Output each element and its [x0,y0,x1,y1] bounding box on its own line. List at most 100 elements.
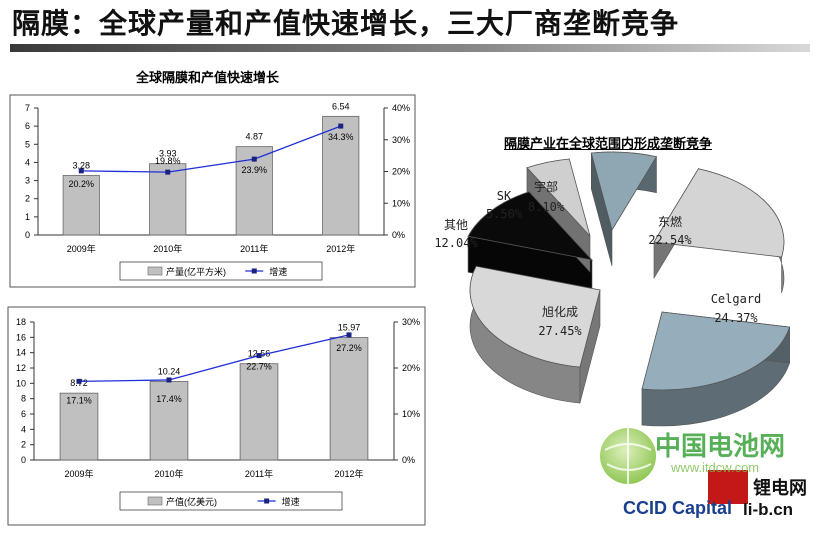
chart1-y2tick-label: 0% [392,230,405,240]
chart2-growth-marker [166,377,172,383]
pie-slice-name: 其他 [444,218,468,232]
chart1-growth-marker [78,168,84,174]
chart1-xtick-label: 2011年 [240,243,268,254]
chart2-ytick-label: 12 [16,363,26,373]
chart2-growth-marker [256,353,262,359]
chart1-ytick-label: 0 [25,230,30,240]
watermark-graphic [600,428,748,504]
title-divider-bar [10,44,810,52]
chart1-growth-label: 23.9% [241,165,267,175]
pie-slice-name: 宇部 [534,179,558,194]
watermark-en-text: CCID Capital [623,498,733,518]
chart1-y2tick-label: 20% [392,167,410,177]
pie-slice-percent: 12.04% [434,236,478,250]
pie-slice-name: Celgard [711,292,762,306]
chart2-y2tick-label: 0% [402,455,415,465]
chart2-ytick-label: 18 [16,317,26,327]
chart1-title: 全球隔膜和产值快速增长 [136,71,280,86]
chart1-growth-label: 20.2% [68,179,94,189]
chart2-growth-line [78,334,350,382]
chart1-ytick-label: 3 [25,176,30,186]
chart2-growth-marker [76,378,82,384]
pie-slice-percent: 5.50% [486,207,523,221]
chart1-growth-label: 34.3% [328,132,354,142]
watermark-cn-text: 中国电池网 [655,432,786,462]
pie-slice [590,151,658,232]
chart2-xtick-label: 2010年 [154,468,183,479]
chart1-ytick-label: 6 [25,121,30,131]
pie-slice-percent: 22.54% [648,233,692,247]
chart1-xtick-label: 2012年 [326,243,355,254]
chart1-growth-marker [165,169,171,175]
chart1-legend-bar-label: 产量(亿平方米) [166,266,226,277]
pie-slice [526,158,591,237]
chart1-growth-marker [251,156,257,162]
pie-title: 隔膜产业在全球范围内形成垄断竞争 [504,137,713,152]
chart1-bar-value-label: 3.93 [159,149,177,159]
chart1-y2tick-label: 40% [392,103,410,113]
chart2-bar-value-label: 10.24 [158,366,181,376]
chart1-bar [149,163,187,236]
chart1-legend-line-marker [251,268,257,274]
chart2-y2tick-label: 30% [402,317,420,327]
pie-slice [469,265,601,368]
pie-slice-name: 旭化成 [542,305,578,319]
chart2-bar [59,392,99,461]
chart2-legend-bar-swatch [147,496,163,506]
chart2-growth-label: 17.4% [156,394,182,404]
chart2-ytick-label: 6 [21,409,26,419]
chart2-y2tick-label: 20% [402,363,420,373]
pie-slice-name: SK [497,189,512,203]
pie-slice [467,191,594,261]
chart1-growth-line [81,125,341,173]
chart1-legend [119,261,323,281]
chart1-legend-line-label: 增速 [269,266,287,277]
chart2-xtick-label: 2009年 [64,468,93,479]
li-b-logo-icon [708,470,748,504]
chart2-legend-line-marker [264,498,270,504]
pie-slice-name: 东燃 [658,214,682,229]
pie-slice [641,311,791,391]
chart1-bar-value-label: 3.28 [72,160,90,170]
chart2-y2tick-label: 10% [402,409,420,419]
chart1-y2tick-label: 30% [392,135,410,145]
chart2-legend [119,491,343,511]
chart1-xtick-label: 2009年 [67,243,96,254]
chart1-ytick-label: 7 [25,103,30,113]
chart2-bar [239,363,279,461]
chart2-legend-line-label: 增速 [282,496,300,507]
chart2-growth-marker [346,332,352,338]
pie-slice-percent: 27.45% [538,324,582,338]
chart1-bar [62,175,100,236]
chart2-legend-bar-label: 产值(亿美元) [166,496,217,507]
chart1-xtick-label: 2010年 [153,243,182,254]
page-title: 隔膜：全球产量和产值快速增长，三大厂商垄断竞争 [12,7,680,40]
chart2-ytick-label: 4 [21,424,26,434]
pie-slice [653,168,785,258]
chart1-growth-label: 19.8% [155,156,181,166]
chart1-ytick-label: 2 [25,194,30,204]
chart2-bar-value-label: 15.97 [338,323,361,333]
watermark-url: www.itdcw.com [671,460,760,475]
chart1-bar-value-label: 6.54 [332,101,350,111]
watermark-logo2-url: li-b.cn [743,500,794,519]
chart2-xtick-label: 2012年 [334,468,363,479]
pie-slice-percent: 24.37% [714,311,758,325]
chart2-ytick-label: 2 [21,440,26,450]
watermark-logo2-text: 锂电网 [753,478,807,499]
chart2-ytick-label: 8 [21,394,26,404]
chart2-ytick-label: 16 [16,332,26,342]
pie-slice-percent: 8.10% [528,200,565,214]
chart2-ytick-label: 10 [16,378,26,388]
chart1-bar-value-label: 4.87 [245,132,263,142]
chart2-xtick-label: 2011年 [245,468,273,479]
chart2-growth-label: 17.1% [66,395,92,405]
chart1-y2tick-label: 10% [392,198,410,208]
chart1-ytick-label: 1 [25,212,30,222]
chart2-bar [149,381,189,461]
chart1-legend-bar-swatch [147,266,163,276]
chart1-bar [322,115,360,236]
watermark: 中国电池网 www.itdcw.com CCID Capital 锂电网 li-… [593,420,808,528]
chart2-growth-label: 22.7% [246,362,272,372]
